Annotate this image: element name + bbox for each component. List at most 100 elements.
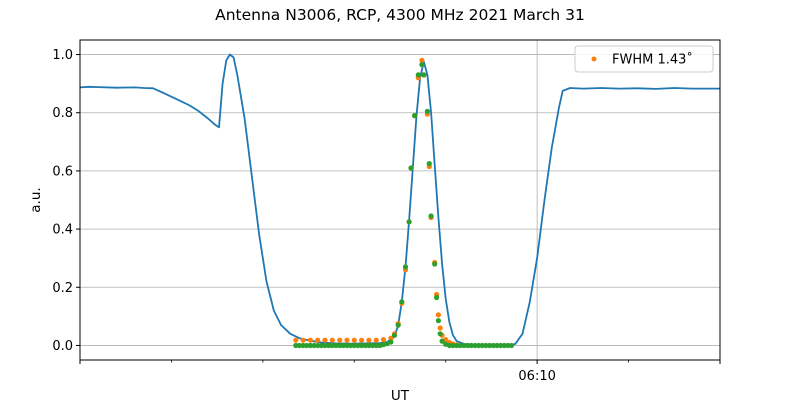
data-point bbox=[421, 72, 427, 78]
data-point bbox=[439, 338, 445, 344]
data-point bbox=[450, 342, 456, 349]
data-point bbox=[315, 337, 321, 343]
y-tick-label: 0.0 bbox=[52, 339, 73, 354]
plot-frame bbox=[79, 39, 721, 361]
data-point bbox=[399, 299, 405, 305]
data-point bbox=[402, 264, 409, 270]
data-point bbox=[366, 337, 372, 343]
data-point bbox=[318, 342, 324, 349]
data-point bbox=[388, 339, 394, 345]
data-point bbox=[415, 72, 421, 78]
chart-title: Antenna N3006, RCP, 4300 MHz 2021 March … bbox=[215, 6, 585, 24]
data-point bbox=[293, 342, 299, 349]
y-tick-label: 0.2 bbox=[52, 281, 73, 296]
data-point bbox=[373, 337, 379, 343]
series-layer bbox=[79, 53, 720, 349]
plot-area bbox=[79, 39, 721, 361]
data-point bbox=[366, 342, 372, 349]
data-point bbox=[412, 113, 418, 119]
data-point bbox=[457, 342, 463, 349]
data-point bbox=[322, 342, 328, 349]
data-point bbox=[419, 62, 425, 68]
data-point bbox=[465, 342, 471, 349]
data-point bbox=[329, 342, 335, 349]
series-0 bbox=[79, 53, 720, 347]
data-point bbox=[490, 342, 496, 349]
data-point bbox=[322, 337, 328, 343]
data-point bbox=[468, 342, 474, 349]
x-axis-label: UT bbox=[391, 388, 410, 400]
data-point bbox=[437, 331, 443, 337]
legend-label: FWHM 1.43˚ bbox=[612, 52, 693, 68]
y-axis: 0.0 0.2 0.4 0.6 0.8 1.0 bbox=[52, 48, 80, 354]
data-point bbox=[351, 342, 357, 349]
data-point bbox=[432, 261, 438, 267]
data-point bbox=[300, 337, 306, 343]
x-tick-label: 06:10 bbox=[518, 369, 555, 384]
data-point bbox=[437, 325, 443, 331]
data-point bbox=[359, 342, 365, 349]
series-2 bbox=[293, 62, 515, 349]
data-point bbox=[435, 318, 441, 324]
data-point bbox=[388, 335, 394, 341]
data-point bbox=[446, 342, 452, 349]
y-tick-label: 0.4 bbox=[52, 223, 73, 238]
data-point bbox=[419, 57, 425, 64]
data-point bbox=[426, 161, 432, 167]
series-line bbox=[79, 53, 720, 347]
data-point bbox=[494, 342, 500, 349]
data-point bbox=[508, 342, 515, 349]
data-point bbox=[355, 342, 361, 349]
legend-box bbox=[574, 45, 714, 73]
data-point bbox=[380, 337, 387, 343]
data-point bbox=[351, 337, 357, 343]
data-point bbox=[391, 332, 398, 338]
data-point bbox=[428, 213, 434, 219]
data-point bbox=[348, 342, 354, 349]
data-point bbox=[340, 342, 346, 349]
y-tick-label: 1.0 bbox=[52, 48, 73, 63]
data-point bbox=[359, 337, 365, 343]
data-point bbox=[304, 342, 310, 349]
data-point bbox=[408, 165, 414, 171]
data-point bbox=[296, 342, 302, 349]
data-point bbox=[311, 342, 317, 349]
data-point bbox=[307, 337, 313, 343]
data-point bbox=[424, 108, 430, 114]
y-axis-label: a.u. bbox=[28, 187, 44, 212]
data-point bbox=[487, 342, 493, 349]
legend: FWHM 1.43˚ bbox=[574, 45, 714, 73]
data-point bbox=[333, 342, 339, 349]
data-point bbox=[395, 322, 401, 328]
data-point bbox=[344, 342, 350, 349]
data-point bbox=[326, 342, 332, 349]
data-point bbox=[362, 342, 368, 349]
data-point bbox=[315, 342, 321, 349]
data-point bbox=[373, 342, 379, 349]
plot-background bbox=[80, 40, 720, 360]
data-point bbox=[300, 342, 306, 349]
data-point bbox=[337, 342, 343, 349]
data-point bbox=[370, 342, 376, 349]
data-point bbox=[337, 337, 343, 343]
data-point bbox=[307, 342, 313, 349]
x-axis: 06:10 bbox=[79, 360, 721, 384]
data-point bbox=[498, 342, 504, 349]
data-point bbox=[329, 337, 335, 343]
data-point bbox=[483, 342, 489, 349]
data-point bbox=[476, 342, 482, 349]
y-tick-label: 0.6 bbox=[52, 164, 73, 179]
data-point bbox=[479, 342, 485, 349]
data-point bbox=[344, 337, 350, 343]
data-point bbox=[435, 312, 441, 318]
data-point bbox=[472, 342, 478, 349]
legend-marker bbox=[591, 56, 597, 62]
data-point bbox=[501, 342, 507, 349]
data-point bbox=[434, 294, 440, 301]
data-point bbox=[505, 342, 511, 349]
data-point bbox=[293, 337, 299, 343]
data-point bbox=[454, 342, 460, 349]
data-point bbox=[461, 342, 467, 349]
y-tick-label: 0.8 bbox=[52, 106, 73, 121]
